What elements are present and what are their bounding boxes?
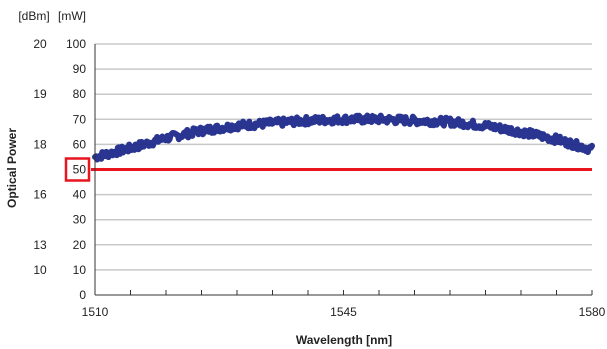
y-tick-dbm-label: 16 (33, 188, 47, 202)
y-tick-dbm-label: 19 (33, 87, 47, 101)
threshold-layer (64, 157, 592, 182)
y-tick-dbm-label: 13 (33, 238, 47, 252)
y-tick-mw-label: 100 (66, 37, 86, 51)
y-axis-title: Optical Power (5, 128, 19, 208)
y-tick-mw-label: 90 (73, 62, 87, 76)
x-axis-ticks: 1510 1545 1580 (82, 290, 606, 319)
y-tick-dbm-label: 18 (33, 137, 47, 151)
mw-unit-label: [mW] (58, 9, 86, 23)
y-tick-mw-label: 20 (73, 238, 87, 252)
x-tick-label: 1510 (82, 305, 109, 319)
series-line (92, 112, 595, 163)
y-tick-dbm-label: 20 (33, 37, 47, 51)
y-tick-mw-label: 10 (73, 263, 87, 277)
y-tick-mw-label: 80 (73, 87, 87, 101)
highlight-box (64, 157, 91, 182)
x-axis-title: Wavelength [nm] (296, 333, 392, 347)
x-tick-label: 1545 (330, 305, 357, 319)
y-tick-mw-label: 30 (73, 213, 87, 227)
y-tick-mw-label: 70 (73, 112, 87, 126)
y-tick-mw-label: 50 (73, 163, 87, 177)
y-tick-mw-label: 60 (73, 137, 87, 151)
y-tick-mw-label: 40 (73, 188, 87, 202)
y-axis-mw-ticks: 0 10 20 30 40 50 60 70 80 90 100 (66, 37, 86, 302)
y-tick-dbm-label: 10 (33, 263, 47, 277)
series-layer (92, 112, 595, 163)
y-axis-dbm-ticks: 20 19 18 16 13 10 (33, 37, 47, 277)
grid-lines (95, 43, 592, 271)
dbm-unit-label: [dBm] (18, 9, 49, 23)
y-tick-mw-label: 0 (79, 288, 86, 302)
x-tick-label: 1580 (579, 305, 606, 319)
